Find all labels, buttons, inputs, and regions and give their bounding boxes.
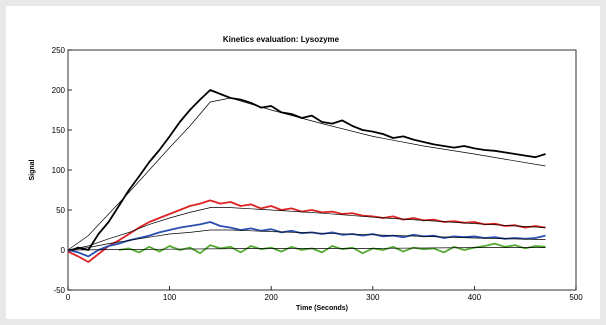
y-tick-label: 150 xyxy=(52,126,66,135)
y-tick-label: 250 xyxy=(52,46,66,55)
x-tick-label: 400 xyxy=(468,293,482,302)
fit-curve-3 xyxy=(67,229,546,251)
x-tick-label: 100 xyxy=(163,293,177,302)
x-axis: 0 100 200 300 400 500 xyxy=(66,286,583,302)
chart-title: Kinetics evaluation: Lysozyme xyxy=(223,35,340,44)
x-tick-label: 200 xyxy=(265,293,279,302)
fit-curve-2 xyxy=(67,207,546,251)
x-tick-label: 500 xyxy=(569,293,583,302)
chart-frame: Kinetics evaluation: Lysozyme -50 0 50 100 1… xyxy=(6,6,600,319)
x-tick-label: 300 xyxy=(366,293,380,302)
y-tick-label: -50 xyxy=(53,286,65,295)
kinetics-chart: Kinetics evaluation: Lysozyme -500501001… xyxy=(29,35,583,312)
y-tick-label: 50 xyxy=(56,206,65,215)
signal-trace-black xyxy=(67,89,546,253)
fit-curve-1 xyxy=(67,97,546,251)
signal-trace-red xyxy=(67,199,546,263)
y-tick-label: 100 xyxy=(52,166,66,175)
fit-curve-4 xyxy=(67,247,546,251)
y-axis: -50 0 50 100 150 200 250 xyxy=(52,46,72,295)
x-tick-label: 0 xyxy=(66,293,71,302)
y-tick-label: 0 xyxy=(61,246,66,255)
y-axis-label: Signal xyxy=(29,159,36,180)
x-axis-label: Time (Seconds) xyxy=(296,305,348,312)
series-layer xyxy=(67,89,546,263)
y-tick-label: 200 xyxy=(52,86,66,95)
